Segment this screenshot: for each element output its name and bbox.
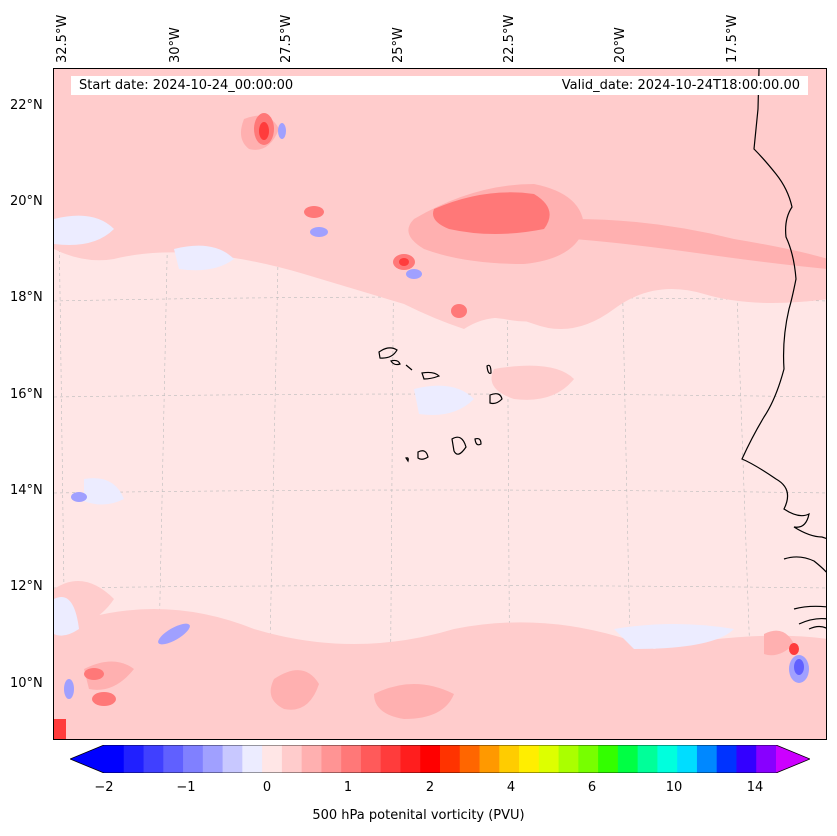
colorbar-swatch: [519, 745, 540, 773]
colorbar-swatch: [380, 745, 401, 773]
colorbar-tick-6: 6: [587, 780, 597, 795]
colorbar-swatch: [400, 745, 421, 773]
colorbar-swatch: [756, 745, 777, 773]
colorbar-swatch: [341, 745, 362, 773]
colorbar-swatch: [202, 745, 224, 773]
colorbar-swatch: [598, 745, 619, 773]
colorbar-swatch: [281, 745, 303, 773]
africa-coastline: [741, 69, 826, 630]
lon-label-27-5w: 27.5°W: [279, 14, 294, 63]
pv-shading-darkred: [54, 122, 799, 739]
map-area[interactable]: [53, 68, 827, 740]
colorbar-tick-1: 1: [343, 780, 353, 795]
colorbar-swatch: [538, 745, 560, 773]
cape-verde-islands: [378, 347, 503, 463]
lat-label-20n: 20°N: [10, 194, 43, 209]
colorbar-tick-10: 10: [665, 780, 683, 795]
colorbar-swatch: [321, 745, 342, 773]
colorbar-tick-4: 4: [506, 780, 516, 795]
valid-date-label: Valid_date: 2024-10-24T18:00:00.00: [561, 78, 800, 93]
colorbar-swatch: [696, 745, 718, 773]
lon-label-25w: 25°W: [391, 27, 406, 63]
colorbar-tick-2: 2: [425, 780, 435, 795]
lat-label-16n: 16°N: [10, 387, 43, 402]
colorbar-swatches: [68, 744, 812, 774]
colorbar-swatch: [657, 745, 678, 773]
colorbar-swatch: [183, 745, 204, 773]
lon-label-20w: 20°W: [613, 27, 628, 63]
colorbar-swatch: [262, 745, 283, 773]
colorbar-swatch: [558, 745, 579, 773]
colorbar-swatch: [440, 745, 461, 773]
colorbar-swatch: [617, 745, 639, 773]
colorbar-swatch: [143, 745, 164, 773]
colorbar-swatch: [163, 745, 184, 773]
colorbar-swatch: [104, 745, 125, 773]
lat-label-14n: 14°N: [10, 483, 43, 498]
lat-label-10n: 10°N: [10, 676, 43, 691]
colorbar: [68, 744, 812, 774]
colorbar-swatch: [123, 745, 145, 773]
pv-shading-blue-core: [794, 659, 804, 675]
colorbar-swatch: [222, 745, 243, 773]
lat-label-18n: 18°N: [10, 290, 43, 305]
pv-contour-map: [54, 69, 826, 739]
colorbar-swatch: [242, 745, 263, 773]
start-date-label: Start date: 2024-10-24_00:00:00: [79, 78, 294, 93]
colorbar-swatch: [578, 745, 599, 773]
colorbar-swatch: [677, 745, 698, 773]
colorbar-title: 500 hPa potenital vorticity (PVU): [312, 808, 525, 823]
colorbar-swatch: [499, 745, 520, 773]
lon-label-17-5w: 17.5°W: [725, 14, 740, 63]
lon-label-30w: 30°W: [168, 27, 183, 63]
colorbar-swatch: [479, 745, 500, 773]
colorbar-extend-max: [776, 745, 810, 773]
colorbar-extend-min: [70, 745, 104, 773]
lon-label-22-5w: 22.5°W: [502, 14, 517, 63]
colorbar-swatch: [301, 745, 322, 773]
pv-shading-blue-strong: [64, 123, 809, 699]
colorbar-swatch: [736, 745, 757, 773]
colorbar-swatch: [420, 745, 441, 773]
colorbar-tick-minus2: −2: [94, 780, 114, 795]
pv-shading-blue: [54, 215, 734, 649]
lat-label-22n: 22°N: [10, 98, 43, 113]
colorbar-tick-0: 0: [262, 780, 272, 795]
lon-label-32-5w: 32.5°W: [55, 14, 70, 63]
colorbar-swatch: [360, 745, 382, 773]
date-info-box: Start date: 2024-10-24_00:00:00 Valid_da…: [71, 76, 808, 95]
colorbar-swatch: [459, 745, 481, 773]
colorbar-swatch: [637, 745, 658, 773]
lat-label-12n: 12°N: [10, 579, 43, 594]
colorbar-swatch: [716, 745, 737, 773]
colorbar-tick-minus1: −1: [176, 780, 196, 795]
colorbar-tick-14: 14: [746, 780, 764, 795]
